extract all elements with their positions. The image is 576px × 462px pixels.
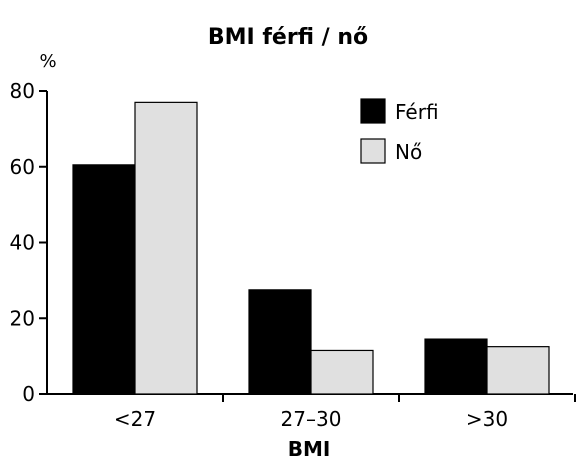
y-tick-label: 60 (10, 155, 35, 179)
legend-label: Férfi (395, 100, 439, 124)
y-tick-label: 40 (10, 231, 35, 255)
bar-nő-3 (486, 346, 550, 395)
chart-title: BMI férfi / nő (208, 25, 368, 50)
legend-swatch (360, 98, 386, 124)
legend-swatch (360, 138, 386, 164)
plot-area: 0 20 40 60 80 <27 27–30 >30 (10, 79, 576, 431)
bar-nő-2 (310, 349, 374, 395)
x-tick-label: >30 (466, 407, 508, 431)
bar-férfi-3 (424, 338, 488, 395)
bar-nő-1 (134, 101, 198, 395)
legend: Férfi Nő (360, 98, 439, 164)
y-tick-label: 80 (10, 79, 35, 103)
x-axis-label: BMI (288, 437, 331, 461)
y-tick-label: 0 (22, 382, 35, 406)
legend-label: Nő (395, 140, 422, 164)
bar-férfi-2 (248, 289, 312, 395)
x-tick-label: 27–30 (281, 407, 342, 431)
y-axis-unit: % (39, 51, 56, 72)
x-tick-label: <27 (114, 407, 156, 431)
bar-férfi-1 (72, 164, 136, 395)
y-tick-label: 20 (10, 306, 35, 330)
